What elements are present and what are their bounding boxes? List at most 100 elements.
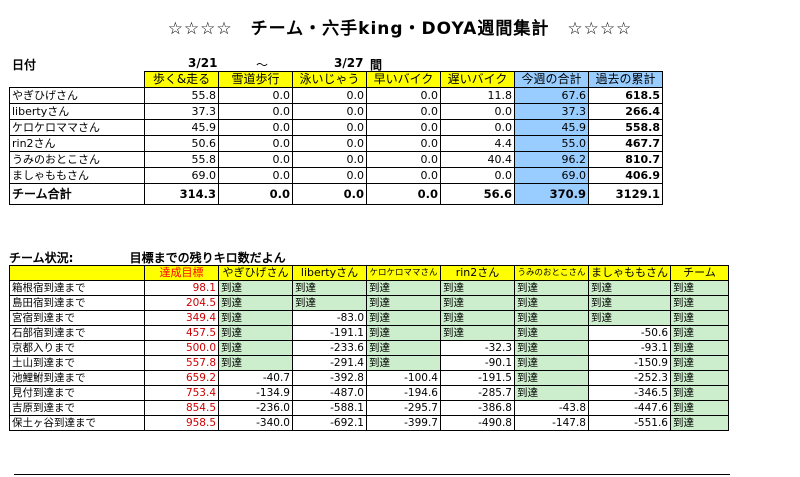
member-value: 0.0	[366, 167, 441, 184]
goal-header-cell: ケロケロママさん	[366, 265, 441, 281]
remaining-cell: -588.1	[292, 400, 367, 416]
goal-label: 京都入りまで	[9, 340, 145, 356]
remaining-cell: -386.8	[440, 400, 515, 416]
reached-cell: 到達	[366, 355, 441, 371]
reached-cell: 到達	[292, 280, 367, 296]
remaining-cell: -147.8	[514, 415, 589, 431]
member-value: 0.0	[366, 103, 441, 120]
member-value: 37.3	[514, 103, 589, 120]
weekly-header-cell: 遅いバイク	[440, 71, 515, 88]
bottom-divider	[14, 474, 730, 475]
member-value: 0.0	[218, 167, 293, 184]
reached-cell: 到達	[588, 295, 671, 311]
member-value: 0.0	[366, 119, 441, 136]
goal-distance: 349.4	[144, 310, 219, 326]
team-total-label: チーム合計	[9, 183, 145, 205]
reached-cell: 到達	[440, 280, 515, 296]
reached-cell: 到達	[218, 355, 293, 371]
member-value: 40.4	[440, 151, 515, 168]
goal-row: 石部宿到達まで 457.5 到達 -191.1 到達 到達 到達 -50.6 到達	[9, 325, 729, 341]
team-total-value: 0.0	[292, 183, 367, 205]
remaining-cell: -191.5	[440, 370, 515, 386]
reached-cell: 到達	[514, 280, 589, 296]
goal-row: 土山到達まで 557.8 到達 -291.4 到達 -90.1 到達 -150.9 到達	[9, 355, 729, 371]
reached-cell: 到達	[440, 325, 515, 341]
member-name: ケロケロママさん	[9, 119, 145, 136]
reached-cell: 到達	[292, 295, 367, 311]
member-value: 0.0	[218, 103, 293, 120]
remaining-cell: -93.1	[588, 340, 671, 356]
reached-cell: 到達	[218, 280, 293, 296]
member-value: 67.6	[514, 87, 589, 104]
remaining-cell: -447.6	[588, 400, 671, 416]
member-value: 0.0	[366, 135, 441, 152]
reached-cell: 到達	[366, 310, 441, 326]
goal-row: 池鯉鮒到達まで 659.2 -40.7 -392.8 -100.4 -191.5 到達 -25…	[9, 370, 729, 386]
member-name: ましゃももさん	[9, 167, 145, 184]
weekly-header-cell: 泳いじゃう	[292, 71, 367, 88]
member-value: 50.6	[144, 135, 219, 152]
reached-cell: 到達	[366, 325, 441, 341]
goal-distance: 753.4	[144, 385, 219, 401]
remaining-cell: -233.6	[292, 340, 367, 356]
remaining-cell: -32.3	[440, 340, 515, 356]
member-value: 0.0	[218, 135, 293, 152]
goal-distance: 854.5	[144, 400, 219, 416]
goal-row: 見付到達まで 753.4 -134.9 -487.0 -194.6 -285.7 到達 -34…	[9, 385, 729, 401]
member-value: 0.0	[292, 87, 367, 104]
remaining-cell: -194.6	[366, 385, 441, 401]
date-suffix: 間	[370, 58, 383, 72]
reached-cell: 到達	[588, 310, 671, 326]
member-name: うみのおとこさん	[9, 151, 145, 168]
reached-cell: 到達	[366, 340, 441, 356]
remaining-cell: -291.4	[292, 355, 367, 371]
page-title: ☆☆☆☆ チーム・六手king・DOYA週間集計 ☆☆☆☆	[167, 19, 633, 39]
reached-cell: 到達	[514, 340, 589, 356]
remaining-cell: -50.6	[588, 325, 671, 341]
goal-header-cell: ましゃももさん	[588, 265, 671, 281]
team-status-subtitle: 目標までの残りキロ数だよん	[129, 251, 286, 265]
goal-row: 保土ヶ谷到達まで 958.5 -340.0 -692.1 -399.7 -490.8 -14…	[9, 415, 729, 431]
member-value: 0.0	[292, 119, 367, 136]
weekly-header-row: 歩く&走る 雪道歩行 泳いじゃう 早いバイク 遅いバイク 今週の合計 過去の累計	[9, 71, 663, 88]
member-name: やぎひげさん	[9, 87, 145, 104]
goal-header-cell: libertyさん	[292, 265, 367, 281]
remaining-cell: -100.4	[366, 370, 441, 386]
remaining-cell: -150.9	[588, 355, 671, 371]
member-value: 810.7	[588, 151, 663, 168]
member-value: 0.0	[292, 151, 367, 168]
member-value: 467.7	[588, 135, 663, 152]
reached-cell: 到達	[670, 280, 729, 296]
remaining-cell: -295.7	[366, 400, 441, 416]
goal-label: 箱根宿到達まで	[9, 280, 145, 296]
weekly-header-blank	[9, 71, 145, 88]
team-total-value: 0.0	[366, 183, 441, 205]
remaining-cell: -252.3	[588, 370, 671, 386]
reached-cell: 到達	[218, 295, 293, 311]
remaining-cell: -191.1	[292, 325, 367, 341]
goal-label: 保土ヶ谷到達まで	[9, 415, 145, 431]
member-row: ましゃももさん 69.0 0.0 0.0 0.0 0.0 69.0 406.9	[9, 167, 663, 184]
remaining-cell: -134.9	[218, 385, 293, 401]
goal-label: 吉原到達まで	[9, 400, 145, 416]
member-value: 45.9	[144, 119, 219, 136]
goal-header-row: 達成目標 やぎひげさん libertyさん ケロケロママさん rin2さん うみのおとこさ…	[9, 265, 729, 281]
reached-cell: 到達	[514, 355, 589, 371]
date-separator: ～	[256, 58, 269, 72]
team-total-value: 56.6	[440, 183, 515, 205]
team-status-heading: チーム状況: 目標までの残りキロ数だよん	[9, 249, 286, 266]
goal-label: 島田宿到達まで	[9, 295, 145, 311]
date-start: 3/21	[188, 56, 218, 70]
member-row: うみのおとこさん 55.8 0.0 0.0 0.0 40.4 96.2 810.7	[9, 151, 663, 168]
reached-cell: 到達	[588, 280, 671, 296]
member-value: 0.0	[440, 167, 515, 184]
remaining-cell: -487.0	[292, 385, 367, 401]
goal-row: 宮宿到達まで 349.4 到達 -83.0 到達 到達 到達 到達 到達	[9, 310, 729, 326]
goal-progress-table: 達成目標 やぎひげさん libertyさん ケロケロママさん rin2さん うみのおとこさ…	[9, 265, 729, 431]
reached-cell: 到達	[514, 385, 589, 401]
goal-row: 箱根宿到達まで 98.1 到達 到達 到達 到達 到達 到達 到達	[9, 280, 729, 296]
date-label: 日付	[12, 58, 37, 72]
reached-cell: 到達	[670, 295, 729, 311]
reached-cell: 到達	[670, 400, 729, 416]
remaining-cell: -40.7	[218, 370, 293, 386]
